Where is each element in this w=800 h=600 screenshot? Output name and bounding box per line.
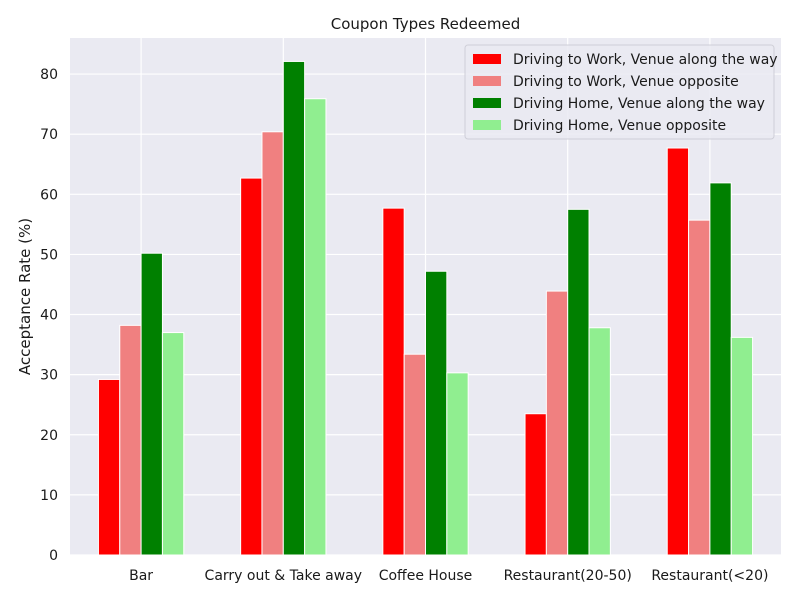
chart-title: Coupon Types Redeemed [331, 15, 521, 33]
y-tick-label: 50 [40, 247, 58, 263]
legend-label: Driving Home, Venue opposite [513, 118, 726, 134]
bar [688, 219, 711, 556]
bar [161, 332, 185, 556]
y-tick-label: 60 [40, 187, 58, 203]
bar [403, 353, 427, 556]
bar [666, 147, 690, 556]
bar [382, 207, 405, 556]
bar [730, 336, 754, 556]
x-tick-label: Restaurant(20-50) [504, 568, 632, 584]
legend-label: Driving Home, Venue along the way [513, 96, 765, 112]
y-axis-label: Acceptance Rate (%) [16, 218, 34, 375]
bar [304, 98, 327, 556]
y-tick-label: 0 [49, 548, 58, 564]
y-tick-label: 30 [40, 368, 58, 384]
legend-label: Driving to Work, Venue opposite [513, 74, 739, 90]
y-tick-label: 40 [40, 308, 58, 324]
bar [261, 131, 284, 556]
y-tick-label: 20 [40, 428, 58, 444]
bar [140, 252, 163, 556]
legend-swatch [473, 98, 501, 108]
x-tick-label: Carry out & Take away [205, 568, 362, 584]
x-tick-label: Coffee House [379, 568, 473, 584]
bar [709, 182, 732, 556]
bar [524, 413, 547, 556]
y-tick-label: 80 [40, 67, 58, 83]
legend: Driving to Work, Venue along the way Driv… [464, 44, 778, 140]
bar [588, 327, 611, 556]
bar [282, 60, 306, 556]
bar [567, 208, 590, 556]
x-tick-label: Bar [129, 568, 153, 584]
bars [97, 60, 754, 556]
bar [545, 290, 569, 556]
x-tick-label: Restaurant(<20) [651, 568, 768, 584]
legend-swatch [473, 54, 501, 64]
y-axis-ticks: 0 10 20 30 40 50 60 70 80 [40, 67, 58, 564]
y-tick-label: 10 [40, 488, 58, 504]
bar [240, 177, 263, 556]
legend-swatch [473, 76, 501, 86]
bar [97, 378, 121, 556]
legend-frame [464, 44, 775, 140]
bar [425, 270, 448, 556]
y-tick-label: 70 [40, 127, 58, 143]
legend-swatch [473, 120, 501, 130]
legend-label: Driving to Work, Venue along the way [513, 52, 778, 68]
bar [119, 324, 142, 556]
x-axis-ticks: Bar Carry out & Take away Coffee House Rest… [129, 568, 768, 584]
bar [446, 372, 469, 556]
